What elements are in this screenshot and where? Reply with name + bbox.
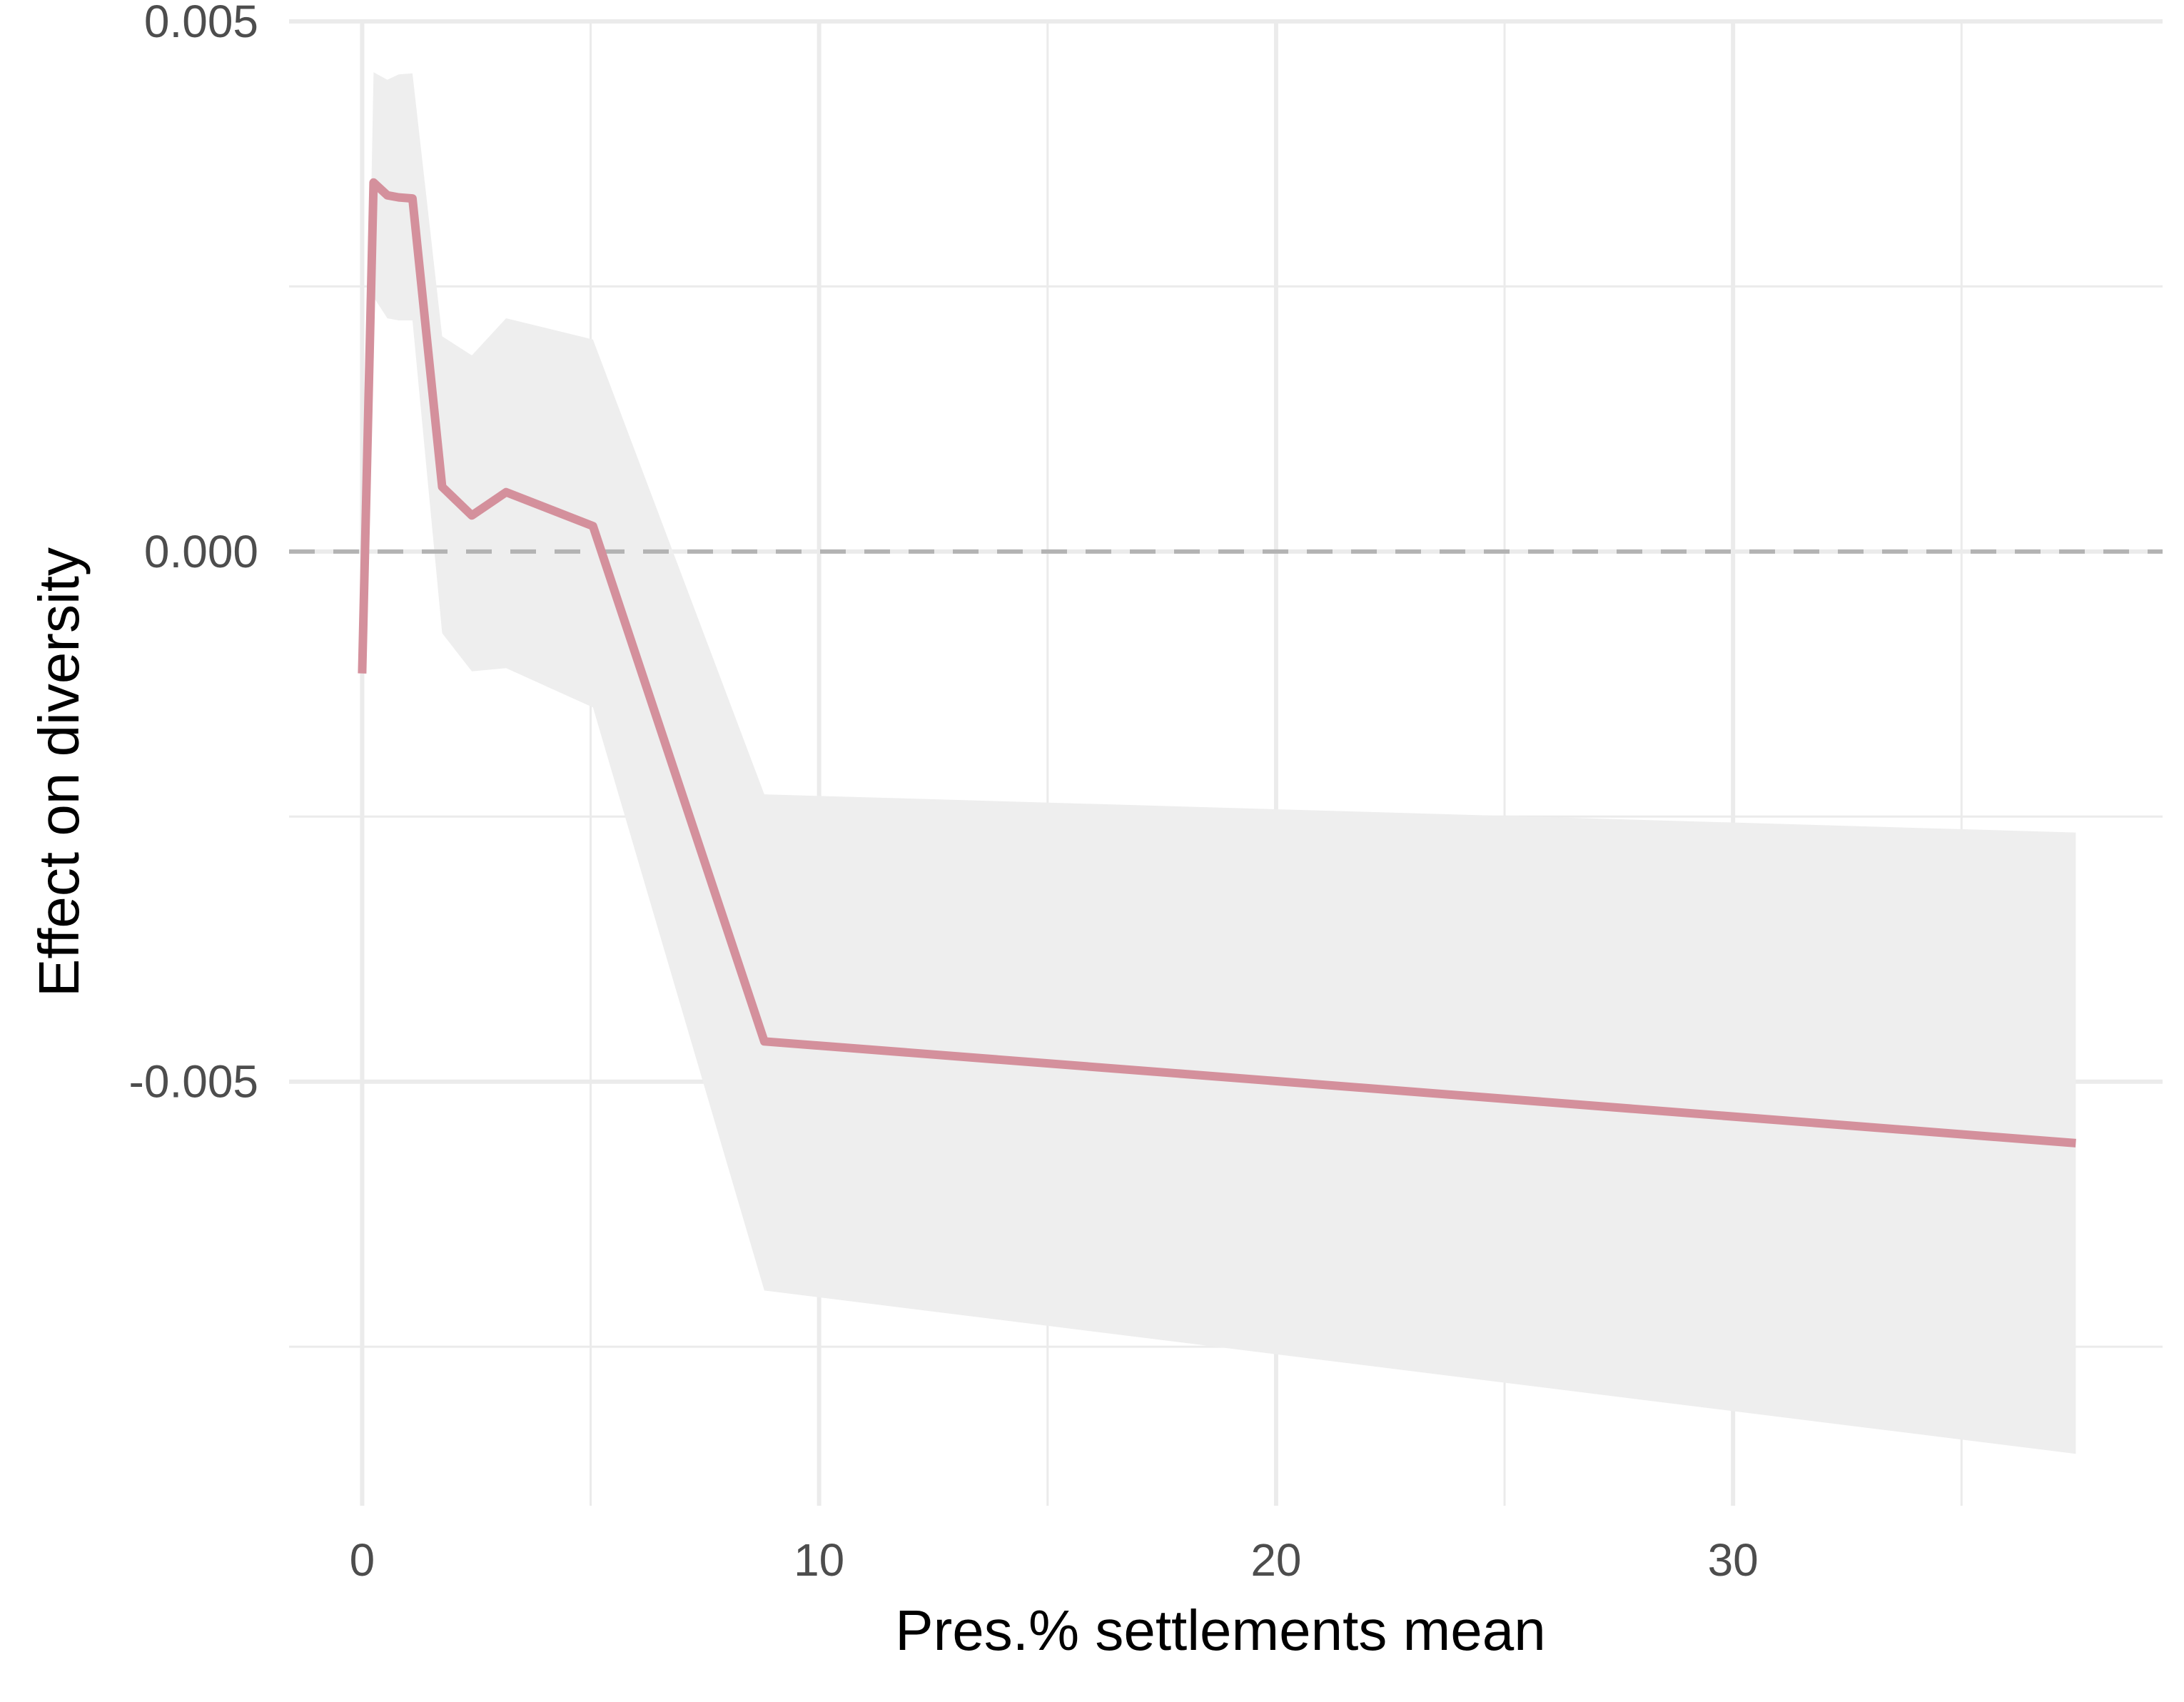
x-tick-label: 10 [794, 1534, 844, 1586]
y-tick-label: 0.000 [144, 526, 258, 577]
confidence-band-layer [362, 72, 2076, 1454]
x-tick-label: 30 [1708, 1534, 1759, 1586]
y-axis-ticks: 0.005 0.000 -0.005 [129, 0, 258, 1108]
y-tick-label: 0.005 [144, 0, 258, 47]
confidence-band [362, 72, 2076, 1454]
y-axis-title: Effect on diversity [27, 547, 91, 997]
effect-line [358, 178, 2076, 1148]
x-tick-label: 0 [350, 1534, 375, 1586]
effect-line-layer [358, 178, 2076, 1148]
x-axis-title: Pres.% settlements mean [895, 1599, 1545, 1662]
x-axis-ticks: 0 10 20 30 [350, 1534, 1759, 1586]
y-tick-label: -0.005 [129, 1056, 258, 1108]
x-tick-label: 20 [1250, 1534, 1301, 1586]
